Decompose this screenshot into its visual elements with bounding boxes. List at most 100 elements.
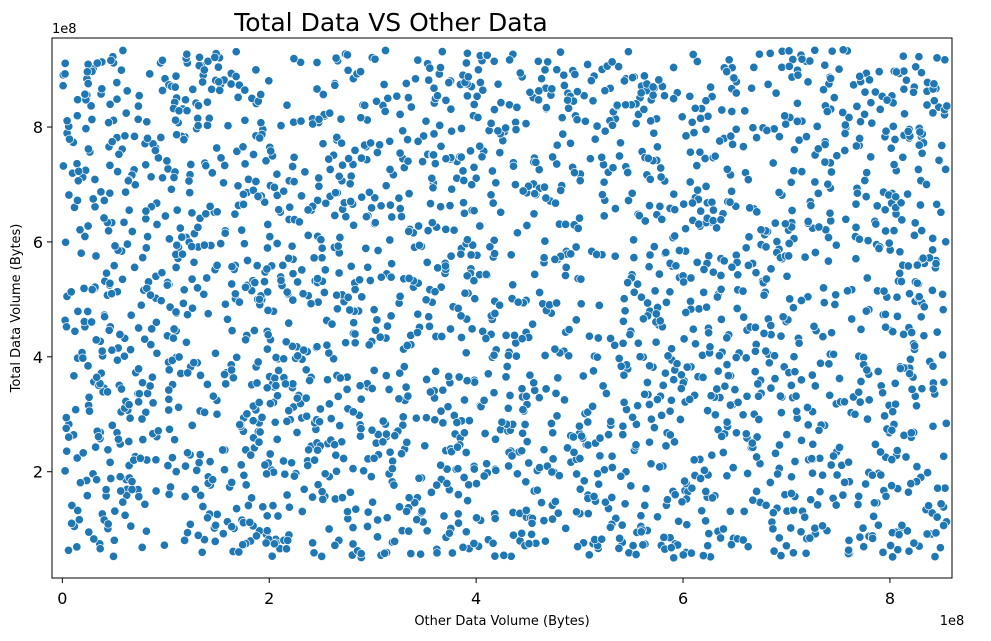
data-point xyxy=(748,123,758,133)
data-point xyxy=(644,437,655,447)
data-point xyxy=(934,155,944,165)
data-point xyxy=(386,311,396,321)
data-point xyxy=(82,67,92,77)
data-point xyxy=(74,166,84,176)
data-point xyxy=(282,287,292,297)
data-point xyxy=(646,414,656,424)
data-point xyxy=(625,329,635,340)
data-point xyxy=(504,100,514,110)
data-point xyxy=(490,434,501,444)
data-point xyxy=(860,109,870,119)
data-point xyxy=(436,406,446,416)
data-point xyxy=(314,114,324,124)
data-point xyxy=(246,450,256,460)
data-point xyxy=(847,314,857,324)
data-point xyxy=(270,417,280,427)
data-point xyxy=(568,432,578,442)
data-point xyxy=(382,321,393,331)
data-point xyxy=(840,128,850,139)
data-point xyxy=(850,409,860,419)
data-point xyxy=(343,65,353,75)
data-point xyxy=(669,94,679,104)
data-point xyxy=(939,377,949,387)
data-point xyxy=(807,370,817,380)
data-point xyxy=(413,309,423,319)
data-point xyxy=(369,305,379,315)
data-point xyxy=(789,145,799,155)
data-point xyxy=(293,277,303,287)
data-point xyxy=(869,498,879,508)
data-point xyxy=(861,479,871,489)
data-point xyxy=(774,533,784,543)
data-point xyxy=(636,511,646,521)
data-point xyxy=(67,500,77,511)
data-point xyxy=(456,332,467,343)
data-point xyxy=(130,262,140,272)
data-point xyxy=(74,515,84,525)
data-point xyxy=(855,397,865,407)
data-point xyxy=(120,131,130,141)
data-point xyxy=(738,410,748,420)
data-point xyxy=(648,82,658,92)
data-point xyxy=(83,361,93,371)
data-point xyxy=(904,546,914,556)
data-point xyxy=(521,477,531,487)
data-point xyxy=(342,507,353,517)
data-point xyxy=(780,111,790,121)
data-point xyxy=(105,188,115,198)
data-point xyxy=(619,76,629,86)
data-point xyxy=(356,424,366,434)
data-point xyxy=(428,183,438,193)
data-point xyxy=(469,99,479,110)
data-point xyxy=(533,95,544,105)
data-point xyxy=(676,383,686,394)
data-point xyxy=(482,459,492,469)
data-point xyxy=(303,460,313,471)
data-point xyxy=(628,412,638,422)
data-point xyxy=(284,406,294,416)
data-point xyxy=(109,535,119,545)
data-point xyxy=(113,434,123,444)
data-point xyxy=(631,419,641,429)
data-point xyxy=(316,235,326,245)
data-point xyxy=(180,535,190,545)
data-point xyxy=(838,107,848,118)
data-point xyxy=(665,430,675,440)
data-point xyxy=(597,152,607,162)
data-point xyxy=(202,120,213,130)
data-point xyxy=(607,451,617,461)
data-point xyxy=(279,354,289,364)
data-point xyxy=(403,93,413,103)
data-point xyxy=(436,141,446,151)
data-point xyxy=(247,493,257,503)
data-point xyxy=(96,187,106,197)
data-point xyxy=(569,168,580,178)
data-point xyxy=(285,202,295,212)
data-point xyxy=(330,440,340,450)
data-point xyxy=(395,109,405,119)
data-point xyxy=(310,455,320,465)
data-point xyxy=(489,350,499,360)
data-point xyxy=(447,184,457,194)
data-point xyxy=(142,117,152,127)
data-point xyxy=(90,174,100,185)
data-point xyxy=(378,437,388,447)
data-point xyxy=(899,66,909,76)
data-point xyxy=(266,146,276,156)
data-point xyxy=(91,251,101,261)
data-point xyxy=(904,289,915,299)
data-point xyxy=(452,442,463,452)
data-point xyxy=(99,195,109,206)
data-point xyxy=(654,75,664,85)
data-point xyxy=(807,454,817,464)
data-point xyxy=(185,188,195,198)
data-point xyxy=(594,479,604,489)
data-point xyxy=(770,351,780,361)
data-point xyxy=(712,384,722,394)
data-point xyxy=(376,272,386,282)
data-point xyxy=(554,471,564,481)
data-point xyxy=(614,543,624,553)
data-point xyxy=(395,204,405,214)
data-point xyxy=(126,521,136,531)
data-point xyxy=(156,132,166,143)
